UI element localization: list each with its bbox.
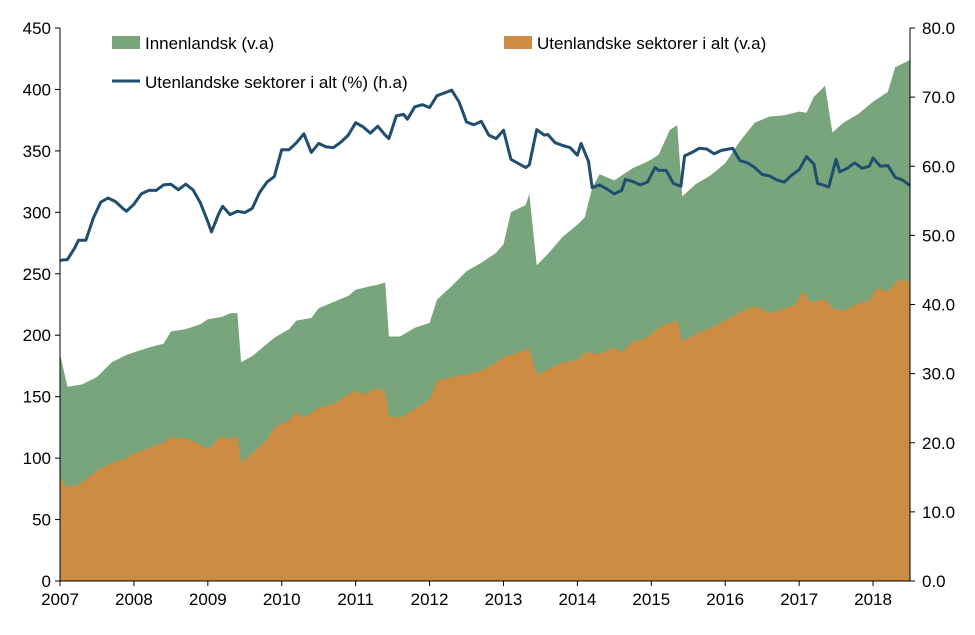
y-left-tick-label: 300 — [23, 203, 51, 222]
x-tick-label: 2012 — [411, 590, 449, 609]
y-left-tick-label: 250 — [23, 265, 51, 284]
y-right-tick-label: 60.0 — [922, 157, 955, 176]
x-tick-label: 2011 — [337, 590, 374, 609]
y-left-tick-label: 50 — [32, 511, 51, 530]
line-layer — [59, 88, 911, 262]
legend-swatch-innenlandsk — [112, 36, 140, 49]
y-left-tick-label: 450 — [23, 19, 51, 38]
tick-layer: 0 50 100 150 200 250 300 350 400 450 0.0 10.0 20.0 30… — [23, 19, 955, 609]
y-left-tick-label: 200 — [23, 326, 51, 345]
y-left-tick-label: 350 — [23, 142, 51, 161]
x-tick-label: 2017 — [780, 590, 818, 609]
y-right-tick-label: 0.0 — [922, 572, 946, 591]
y-right-tick-label: 30.0 — [922, 365, 955, 384]
y-right-tick-label: 10.0 — [922, 503, 955, 522]
x-tick-label: 2015 — [632, 590, 670, 609]
legend-swatch-utenlandske — [504, 36, 532, 49]
x-tick-label: 2008 — [115, 590, 153, 609]
y-left-tick-label: 150 — [23, 388, 51, 407]
y-right-tick-label: 40.0 — [922, 296, 955, 315]
x-tick-label: 2016 — [706, 590, 744, 609]
y-right-tick-label: 50.0 — [922, 226, 955, 245]
legend-label-utenlandske-pct: Utenlandske sektorer i alt (%) (h.a) — [145, 73, 408, 92]
area-layer — [60, 60, 910, 581]
y-left-tick-label: 400 — [23, 80, 51, 99]
y-right-tick-label: 80.0 — [922, 19, 955, 38]
y-right-tick-label: 20.0 — [922, 434, 955, 453]
x-tick-label: 2014 — [558, 590, 596, 609]
y-left-tick-label: 100 — [23, 449, 51, 468]
x-tick-label: 2009 — [189, 590, 227, 609]
area-utenlandske-sektorer — [60, 279, 910, 581]
x-tick-label: 2010 — [263, 590, 301, 609]
line-utenlandske-sektorer-pct — [59, 88, 911, 262]
x-tick-label: 2007 — [41, 590, 79, 609]
x-tick-label: 2013 — [485, 590, 523, 609]
y-left-tick-label: 0 — [42, 572, 51, 591]
legend: Innenlandsk (v.a) Utenlandske sektorer i… — [112, 34, 766, 92]
x-tick-label: 2018 — [854, 590, 892, 609]
legend-label-utenlandske: Utenlandske sektorer i alt (v.a) — [537, 34, 766, 53]
legend-label-innenlandsk: Innenlandsk (v.a) — [145, 34, 274, 53]
y-right-tick-label: 70.0 — [922, 88, 955, 107]
